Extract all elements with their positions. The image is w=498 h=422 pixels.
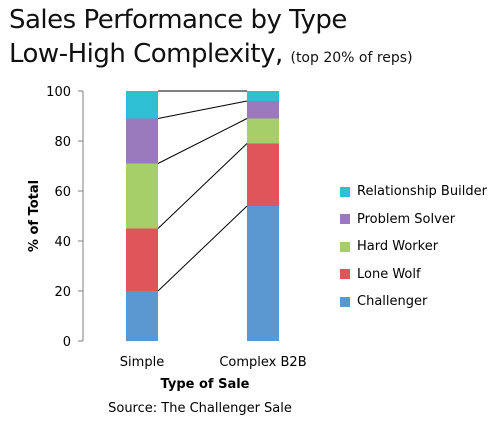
y-tick-label-40: 40 — [54, 235, 71, 250]
connectors-group — [157, 90, 248, 292]
legend-label-relationship-builder: Relationship Builder — [357, 184, 487, 200]
y-axis-ticks: 0 20 40 60 80 100 — [46, 85, 83, 350]
chart-title: Sales Performance by Type Low-High Compl… — [9, 3, 495, 75]
legend-item-hard-worker: Hard Worker — [340, 233, 496, 261]
bar-simple-relationship-builder — [126, 91, 158, 119]
bar-complex-b2b-challenger — [247, 206, 279, 341]
legend-label-challenger: Challenger — [357, 294, 428, 310]
bars-group — [126, 91, 279, 341]
legend-item-lone-wolf: Lone Wolf — [340, 261, 496, 289]
legend-label-hard-worker: Hard Worker — [357, 239, 439, 255]
title-line-1: Sales Performance by Type — [9, 5, 347, 35]
legend-swatch-hard-worker — [340, 241, 350, 252]
x-tick-label-simple: Simple — [120, 355, 164, 370]
bar-complex-b2b-problem-solver — [247, 101, 279, 119]
y-tick-label-80: 80 — [54, 135, 71, 150]
legend-item-relationship-builder: Relationship Builder — [340, 178, 496, 206]
legend-item-problem-solver: Problem Solver — [340, 206, 496, 234]
bar-complex-b2b-relationship-builder — [247, 91, 279, 101]
connector-challenger — [157, 205, 248, 292]
y-axis-label: % of Total — [27, 180, 42, 252]
title-line-2: Low-High Complexity, (top 20% of reps) — [9, 37, 495, 75]
bar-complex-b2b-hard-worker — [247, 118, 279, 144]
legend-label-lone-wolf: Lone Wolf — [357, 266, 421, 282]
chart-subtitle: (top 20% of reps) — [290, 50, 413, 66]
y-tick-label-60: 60 — [54, 185, 71, 200]
title-line-2-main: Low-High Complexity, — [9, 39, 283, 69]
legend-swatch-lone-wolf — [340, 269, 350, 280]
bar-simple-hard-worker — [126, 163, 158, 229]
bar-simple-lone-wolf — [126, 228, 158, 291]
legend-swatch-problem-solver — [340, 214, 350, 225]
x-axis-label: Type of Sale — [161, 377, 250, 392]
bar-simple-challenger — [126, 291, 158, 341]
connector-problem-solver — [157, 100, 248, 119]
legend-item-challenger: Challenger — [340, 288, 496, 316]
y-tick-label-100: 100 — [46, 85, 71, 100]
legend-swatch-challenger — [340, 296, 350, 307]
source-note: Source: The Challenger Sale — [108, 401, 292, 416]
connector-hard-worker — [157, 118, 248, 164]
y-tick-label-0: 0 — [63, 335, 71, 350]
x-axis-labels: Simple Complex B2B — [120, 355, 307, 370]
x-tick-label-complex-b2b: Complex B2B — [219, 355, 306, 370]
legend-swatch-relationship-builder — [340, 186, 350, 197]
y-tick-label-20: 20 — [54, 285, 71, 300]
bar-complex-b2b-lone-wolf — [247, 143, 279, 206]
connector-lone-wolf — [157, 143, 248, 229]
legend-label-problem-solver: Problem Solver — [357, 211, 456, 227]
legend: Relationship Builder Problem Solver Hard W… — [340, 178, 496, 316]
bar-simple-problem-solver — [126, 118, 158, 164]
